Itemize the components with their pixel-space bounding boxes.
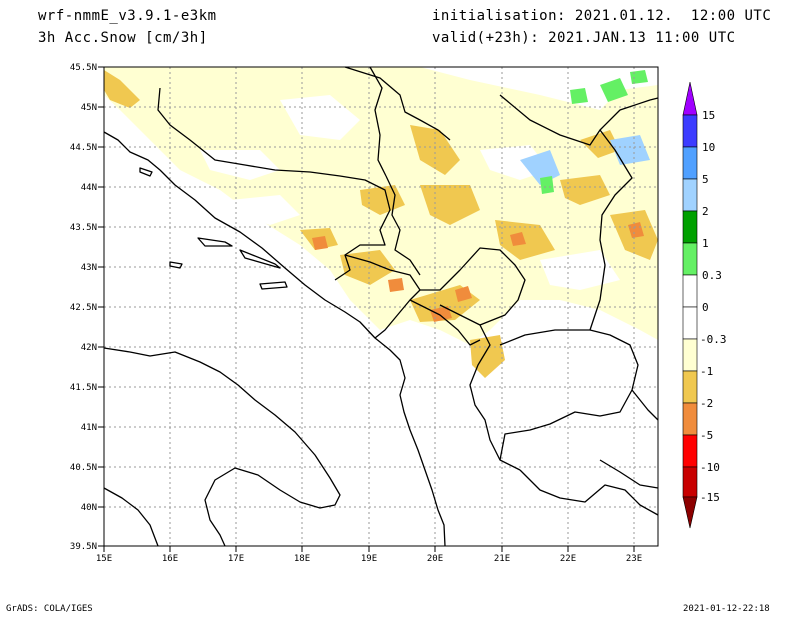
colorbar-label: -2 (700, 397, 713, 410)
lat-label: 42N (81, 343, 97, 353)
colorbar-swatch (682, 466, 698, 498)
colorbar-swatch (682, 370, 698, 404)
colorbar-swatch (682, 274, 698, 308)
lat-label: 44N (81, 183, 97, 193)
lon-label: 16E (162, 554, 178, 564)
lat-label: 43N (81, 263, 97, 273)
lat-label: 44.5N (70, 143, 97, 153)
colorbar-label: 5 (702, 173, 709, 186)
colorbar-label: 0.3 (702, 269, 722, 282)
initialisation-time: initialisation: 2021.01.12. 12:00 UTC (432, 8, 772, 24)
colorbar-swatch (682, 402, 698, 436)
model-title: wrf-nmmE_v3.9.1-e3km (38, 8, 217, 24)
colorbar-label: -0.3 (700, 333, 727, 346)
grads-credit: GrADS: COLA/IGES (6, 604, 93, 614)
lon-label: 18E (294, 554, 310, 564)
colorbar-swatch (682, 496, 698, 529)
colorbar-swatch (682, 114, 698, 148)
colorbar-label: -1 (700, 365, 713, 378)
lat-label: 45N (81, 103, 97, 113)
lon-label: 21E (494, 554, 510, 564)
map-gridlines (104, 67, 658, 546)
colorbar-label: 10 (702, 141, 715, 154)
colorbar-label: -5 (700, 429, 713, 442)
colorbar-swatch (682, 146, 698, 180)
colorbar (682, 81, 698, 529)
colorbar-swatch (682, 242, 698, 276)
colorbar-label: 0 (702, 301, 709, 314)
lat-label: 39.5N (70, 542, 97, 552)
lat-label: 40.5N (70, 463, 97, 473)
latitude-labels: 45.5N 45N 44.5N 44N 43.5N 43N 42.5N 42N … (70, 63, 97, 552)
lat-label: 40N (81, 503, 97, 513)
field-title: 3h Acc.Snow [cm/3h] (38, 30, 208, 46)
colorbar-label: -15 (700, 491, 720, 504)
creation-timestamp: 2021-01-12-22:18 (683, 604, 770, 614)
axis-ticks (98, 66, 635, 552)
lon-label: 19E (361, 554, 377, 564)
colorbar-labels: 15 10 5 2 1 0.3 0 -0.3 -1 -2 -5 -10 -15 (700, 109, 727, 504)
colorbar-swatch (682, 81, 698, 116)
colorbar-label: 15 (702, 109, 715, 122)
lat-label: 45.5N (70, 63, 97, 73)
snowfall-field (104, 67, 658, 378)
longitude-labels: 15E 16E 17E 18E 19E 20E 21E 22E 23E (96, 554, 642, 564)
lat-label: 41.5N (70, 383, 97, 393)
lat-label: 41N (81, 423, 97, 433)
colorbar-label: 2 (702, 205, 709, 218)
colorbar-label: -10 (700, 461, 720, 474)
lat-label: 42.5N (70, 303, 97, 313)
colorbar-swatch (682, 178, 698, 212)
valid-time: valid(+23h): 2021.JAN.13 11:00 UTC (432, 30, 736, 46)
lon-label: 22E (560, 554, 576, 564)
lat-label: 43.5N (70, 223, 97, 233)
coastlines-borders (103, 66, 659, 547)
colorbar-swatch (682, 210, 698, 244)
colorbar-label: 1 (702, 237, 709, 250)
colorbar-swatch (682, 338, 698, 372)
colorbar-swatch (682, 434, 698, 468)
lon-label: 20E (427, 554, 443, 564)
colorbar-swatch (682, 306, 698, 340)
lon-label: 17E (228, 554, 244, 564)
lon-label: 15E (96, 554, 112, 564)
lon-label: 23E (626, 554, 642, 564)
